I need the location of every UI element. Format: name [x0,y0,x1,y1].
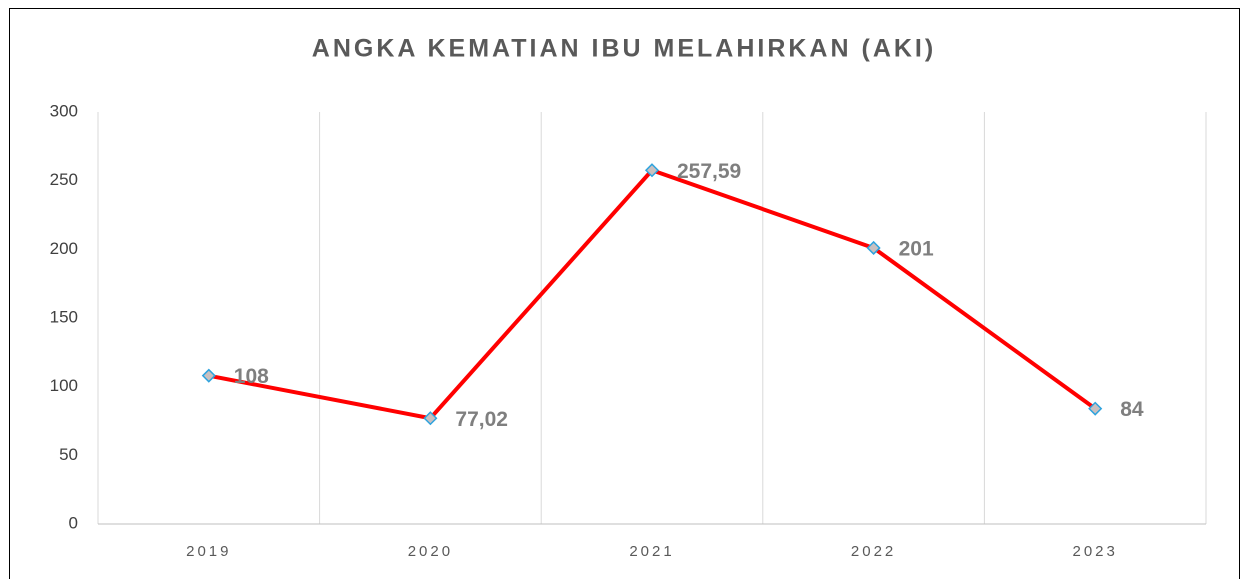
y-tick-label: 0 [69,513,78,532]
x-tick-label: 2019 [186,543,231,560]
y-tick-label: 50 [59,445,78,464]
marker [423,411,438,426]
x-tick-label: 2020 [408,543,453,560]
y-tick-label: 200 [50,239,78,258]
y-tick-label: 250 [50,170,78,189]
x-tick-label: 2022 [851,543,896,560]
y-tick-label: 150 [50,307,78,326]
chart-frame [9,8,1240,579]
y-tick-label: 300 [50,101,78,120]
marker [201,368,216,383]
marker [1088,401,1103,416]
data-label: 84 [1120,398,1144,421]
data-label: 257,59 [677,160,741,183]
marker [644,163,660,178]
chart-title: ANGKA KEMATIAN IBU MELAHIRKAN (AKI) [312,35,936,63]
y-tick-label: 100 [50,376,78,395]
x-tick-label: 2021 [629,543,674,560]
marker [866,240,881,256]
data-label: 108 [234,365,269,388]
x-tick-label: 2023 [1073,543,1118,560]
data-label: 201 [899,238,934,261]
data-label: 77,02 [455,408,508,431]
